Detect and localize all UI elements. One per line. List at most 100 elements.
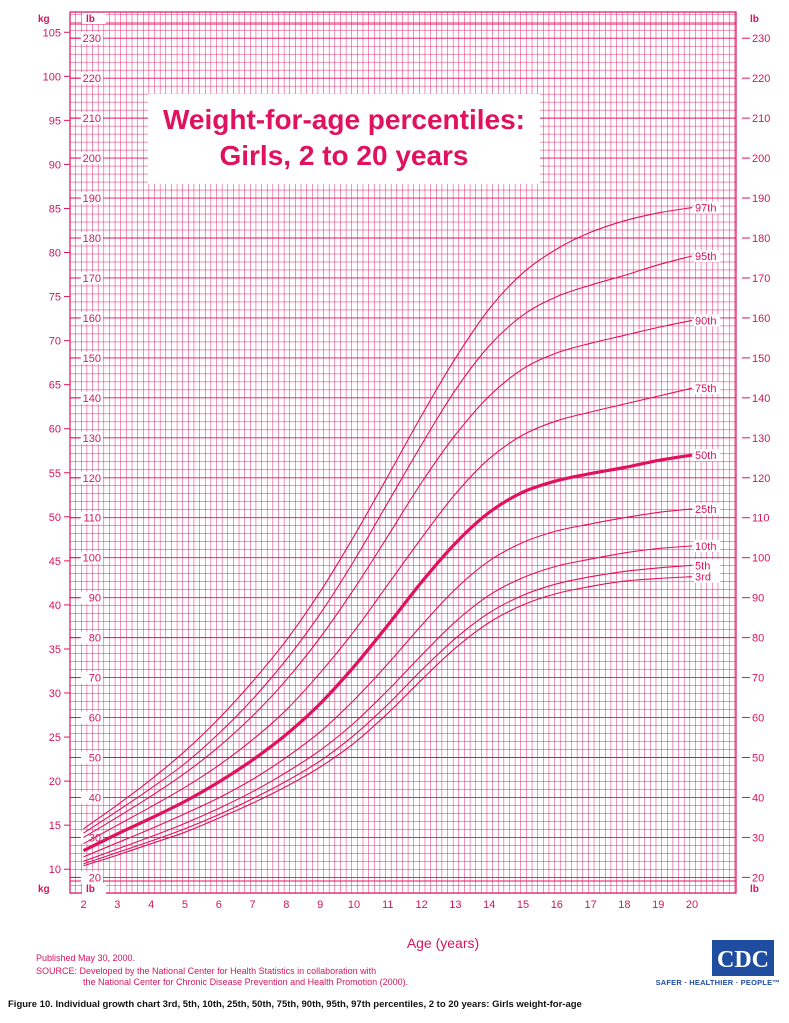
lb-label-bg-left [81,751,103,764]
lb-tick-label-left: 40 [89,792,101,804]
lb-tick-label-right: 140 [752,393,770,405]
chart-title-box: Weight-for-age percentiles: Girls, 2 to … [148,94,540,184]
lb-unit-label-right-bottom: lb [750,884,759,895]
x-tick-label: 10 [348,899,360,911]
lb-tick-label-left: 50 [89,753,101,765]
lb-unit-bg-bottom [82,883,106,894]
lb-label-bg-left [81,232,103,245]
kg-tick-label: 40 [49,600,61,612]
kg-tick-label: 15 [49,820,61,832]
lb-tick-label-right: 30 [752,832,764,844]
percentile-label-90th: 90th [695,315,716,327]
lb-label-bg-left [81,351,103,364]
lb-tick-label-right: 100 [752,553,770,565]
lb-label-bg-left [81,791,103,804]
percentile-label-bg [694,570,721,583]
lb-label-bg-left [81,431,103,444]
cdc-logo: CDC SAFER · HEALTHIER · PEOPLE™ [630,940,780,990]
x-tick-label: 3 [114,899,120,911]
kg-tick-label: 35 [49,644,61,656]
percentile-label-bg [694,250,721,263]
percentile-curve-3rd [83,576,693,867]
kg-tick-label: 65 [49,380,61,392]
percentile-label-25th: 25th [695,504,716,516]
percentile-curve-97th [83,207,693,830]
lb-tick-label-right: 70 [752,673,764,685]
logo-tagline: SAFER · HEALTHIER · PEOPLE™ [655,978,780,987]
kg-tick-label: 60 [49,424,61,436]
lb-tick-label-left: 120 [83,473,101,485]
kg-tick-label: 30 [49,688,61,700]
lb-tick-label-left: 80 [89,633,101,645]
lb-tick-label-right: 210 [752,113,770,125]
lb-tick-label-right: 120 [752,473,770,485]
lb-tick-label-right: 50 [752,753,764,765]
percentile-label-95th: 95th [695,251,716,263]
x-tick-label: 7 [249,899,255,911]
lb-label-bg-left [81,471,103,484]
x-axis-label: Age (years) [407,935,479,951]
kg-tick-label: 50 [49,512,61,524]
lb-tick-label-left: 110 [83,513,101,525]
kg-tick-label: 105 [43,27,61,39]
kg-tick-label: 90 [49,159,61,171]
kg-unit-label-top: kg [38,14,50,25]
lb-label-bg-left [81,391,103,404]
lb-tick-label-right: 60 [752,713,764,725]
lb-label-bg-left [81,871,103,884]
chart-subtitle: Girls, 2 to 20 years [219,140,469,171]
kg-tick-label: 70 [49,336,61,348]
lb-tick-label-right: 170 [752,273,770,285]
cdc-logo-text: CDC [717,947,769,973]
lb-tick-label-right: 180 [752,233,770,245]
source-line-1: SOURCE: Developed by the National Center… [36,966,377,976]
lb-unit-label-right-top: lb [750,14,759,25]
lb-tick-label-left: 170 [83,273,101,285]
lb-label-bg-left [81,271,103,284]
lb-tick-label-right: 160 [752,313,770,325]
lb-label-bg-left [81,671,103,684]
lb-label-bg-left [81,831,103,844]
kg-tick-label: 95 [49,115,61,127]
lb-tick-label-left: 60 [89,713,101,725]
percentile-label-bg [694,382,721,395]
x-tick-label: 14 [483,899,495,911]
lb-unit-label-left-top: lb [86,14,95,25]
percentile-curve-75th [83,387,693,845]
lb-label-bg-left [81,32,103,45]
lb-tick-label-left: 70 [89,673,101,685]
lb-tick-label-left: 20 [89,872,101,884]
lb-label-bg-left [81,551,103,564]
lb-label-bg-left [81,192,103,205]
x-tick-label: 5 [182,899,188,911]
x-tick-label: 18 [618,899,630,911]
kg-tick-label: 10 [49,864,61,876]
percentile-label-10th: 10th [695,541,716,553]
x-tick-label: 19 [652,899,664,911]
lb-label-bg-left [81,711,103,724]
lb-tick-label-left: 130 [83,433,101,445]
lb-tick-label-left: 150 [83,353,101,365]
figure-caption: Figure 10. Individual growth chart 3rd, … [8,999,582,1010]
lb-label-bg-left [81,631,103,644]
x-tick-label: 20 [686,899,698,911]
lb-label-bg-left [81,591,103,604]
lb-tick-label-right: 80 [752,633,764,645]
x-tick-label: 17 [585,899,597,911]
percentile-label-bg [694,539,721,552]
percentile-label-75th: 75th [695,383,716,395]
x-tick-label: 6 [216,899,222,911]
percentile-label-5th: 5th [695,560,710,572]
lb-label-bg-left [81,152,103,165]
lb-tick-label-right: 190 [752,193,770,205]
chart-title: Weight-for-age percentiles: [163,104,525,135]
x-tick-label: 11 [382,899,393,911]
kg-tick-label: 20 [49,776,61,788]
percentile-label-3rd: 3rd [695,572,711,584]
source-note: SOURCE: Developed by the National Center… [36,966,506,988]
lb-tick-label-left: 180 [83,233,101,245]
lb-tick-label-right: 200 [752,153,770,165]
lb-tick-label-right: 20 [752,872,764,884]
lb-tick-label-left: 190 [83,193,101,205]
